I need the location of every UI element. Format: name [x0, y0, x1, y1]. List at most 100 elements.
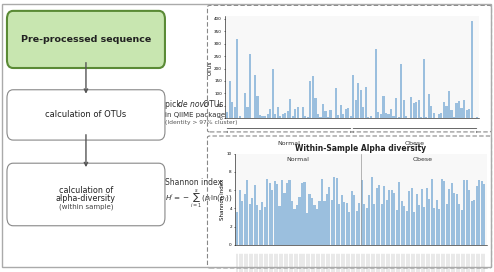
Bar	[324, 201, 326, 245]
Bar	[455, 103, 457, 118]
Text: Shannon index: Shannon index	[165, 178, 222, 187]
Bar	[294, 109, 296, 118]
Bar	[341, 195, 343, 245]
Bar	[392, 116, 395, 118]
Bar	[326, 194, 328, 245]
Bar	[298, 197, 300, 245]
Bar	[261, 202, 263, 245]
Bar	[274, 114, 276, 118]
Bar	[380, 115, 382, 118]
Bar	[453, 117, 455, 118]
Bar	[291, 201, 293, 245]
Text: Pre-processed sequence: Pre-processed sequence	[21, 35, 151, 44]
Bar	[334, 88, 337, 118]
Bar	[362, 107, 365, 118]
Bar	[331, 200, 333, 245]
Bar	[301, 183, 303, 245]
Bar	[363, 204, 366, 245]
Bar	[239, 190, 241, 245]
Text: (within sample): (within sample)	[59, 203, 113, 210]
Bar	[236, 212, 238, 245]
FancyBboxPatch shape	[7, 163, 165, 226]
Bar	[443, 102, 445, 118]
Bar	[465, 180, 468, 245]
Bar	[264, 116, 266, 118]
Bar	[468, 190, 470, 245]
Bar	[345, 109, 347, 118]
Text: de novo: de novo	[178, 100, 209, 109]
Text: in QIIME package: in QIIME package	[165, 112, 225, 118]
Bar	[403, 100, 405, 118]
Bar	[246, 180, 248, 245]
Bar	[342, 114, 344, 118]
Text: Obese: Obese	[405, 141, 425, 146]
Text: Normal: Normal	[278, 141, 300, 146]
Bar	[261, 116, 264, 118]
Text: OTUs: OTUs	[202, 100, 224, 109]
Bar	[247, 107, 248, 118]
Bar	[471, 200, 473, 245]
Bar	[460, 108, 462, 118]
Bar	[248, 204, 250, 245]
Bar	[357, 84, 359, 118]
Bar	[481, 181, 483, 245]
Title: Within-Sample Alpha diversity: Within-Sample Alpha diversity	[295, 144, 426, 153]
Bar	[321, 178, 323, 245]
Bar	[360, 90, 362, 118]
Bar	[309, 81, 312, 118]
Bar	[279, 206, 281, 245]
Bar	[441, 179, 443, 245]
Bar	[395, 98, 397, 118]
Bar	[371, 177, 373, 245]
Bar	[287, 111, 289, 118]
Bar	[347, 109, 349, 118]
Bar	[420, 117, 422, 118]
Bar	[365, 86, 367, 118]
Bar	[446, 203, 448, 245]
Bar	[438, 209, 440, 245]
Bar	[289, 99, 291, 118]
Bar	[312, 76, 314, 118]
Bar	[370, 116, 372, 118]
FancyBboxPatch shape	[7, 11, 165, 68]
Bar	[476, 186, 478, 245]
Bar	[423, 206, 425, 245]
Bar	[311, 198, 313, 245]
Bar	[251, 198, 253, 245]
Bar	[239, 116, 241, 118]
Bar	[236, 39, 239, 118]
Bar	[319, 201, 321, 245]
Bar	[478, 180, 480, 245]
Bar	[423, 58, 425, 118]
Text: $H' = -\sum_{i=1}^{s}(p_i\mathrm{ln}(p_i))$: $H' = -\sum_{i=1}^{s}(p_i\mathrm{ln}(p_i…	[165, 188, 233, 210]
Bar	[448, 91, 450, 118]
Bar	[415, 102, 417, 118]
Text: pick: pick	[165, 100, 183, 109]
Bar	[415, 194, 418, 245]
Bar	[339, 105, 342, 118]
Bar	[353, 194, 356, 245]
Bar	[391, 190, 393, 245]
Bar	[417, 100, 420, 118]
Bar	[458, 204, 460, 245]
Bar	[271, 190, 273, 245]
Y-axis label: OTUs: OTUs	[208, 60, 213, 75]
Bar	[259, 115, 261, 118]
Bar	[465, 110, 468, 118]
Bar	[358, 203, 361, 245]
Bar	[279, 116, 281, 118]
Bar	[369, 195, 370, 245]
Bar	[398, 183, 400, 245]
Bar	[428, 199, 430, 245]
Bar	[388, 190, 390, 245]
Bar	[436, 200, 438, 245]
Bar	[256, 96, 258, 118]
Bar	[282, 114, 284, 118]
Bar	[241, 202, 243, 245]
Bar	[346, 203, 348, 245]
Bar	[249, 54, 251, 118]
Bar	[390, 109, 392, 118]
Bar	[413, 212, 415, 245]
Bar	[302, 107, 304, 118]
Bar	[329, 187, 330, 245]
